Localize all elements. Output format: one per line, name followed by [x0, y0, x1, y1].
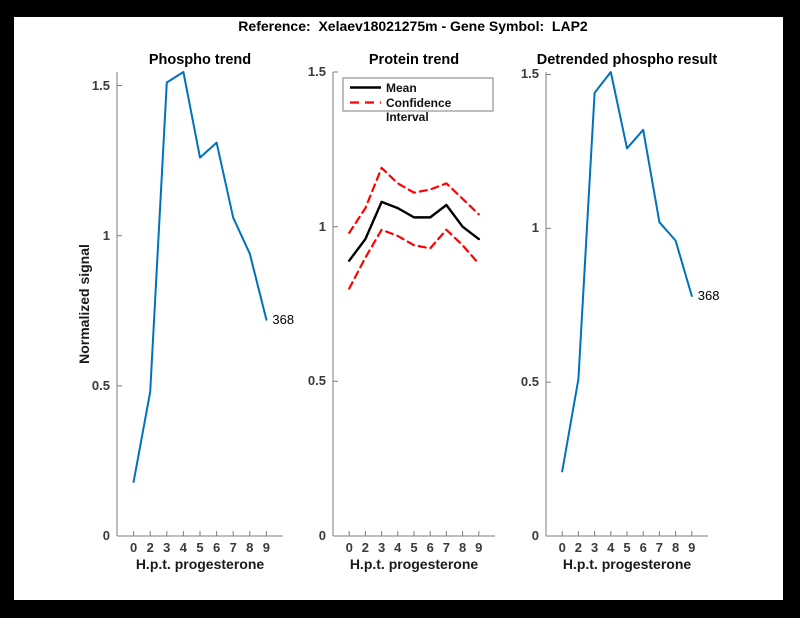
data-end-label: 368 — [272, 311, 295, 327]
x-tick-label: 0 — [345, 540, 353, 555]
y-tick-label: 0.5 — [91, 377, 110, 393]
x-tick-label: 4 — [394, 540, 402, 555]
x-tick-label: 5 — [196, 540, 204, 555]
y-tick-label: 1.5 — [307, 64, 326, 79]
x-tick-label: 2 — [361, 540, 369, 555]
y-tick-label: 0 — [531, 528, 539, 543]
series-line-confidence-interval-lower — [348, 228, 480, 290]
x-tick-label: 0 — [129, 540, 138, 555]
x-tick-label: 4 — [607, 540, 615, 555]
x-axis-label: H.p.t. progesterone — [135, 556, 265, 572]
subplot-title: Phospho trend — [148, 52, 252, 68]
x-tick-label: 2 — [574, 540, 582, 555]
y-tick-label: 0.5 — [520, 374, 539, 390]
y-tick-label: 0.5 — [307, 373, 326, 389]
x-axis-label: H.p.t. progesterone — [562, 556, 692, 572]
x-tick-label: 3 — [377, 540, 386, 555]
series-line-detrended-phospho-signal — [561, 71, 693, 473]
series-line-phospho-signal — [132, 71, 268, 483]
legend-box — [342, 77, 494, 112]
x-tick-label: 6 — [426, 540, 434, 555]
y-axis-label: Normalized signal — [76, 244, 92, 364]
x-tick-label: 5 — [623, 540, 631, 555]
x-tick-label: 8 — [671, 540, 680, 555]
y-tick-label: 1 — [531, 220, 539, 236]
data-end-label: 368 — [697, 288, 720, 303]
subplot-1 — [116, 71, 283, 537]
x-tick-label: 8 — [246, 540, 254, 555]
figure-title: Reference: Xelaev18021275m - Gene Symbol… — [238, 18, 588, 34]
x-tick-label: 0 — [558, 540, 566, 555]
x-tick-label: 4 — [179, 540, 187, 555]
subplot-title: Protein trend — [368, 52, 460, 68]
x-tick-label: 8 — [458, 540, 467, 555]
y-tick-label: 1.5 — [91, 77, 110, 93]
subplot-3 — [545, 71, 708, 537]
x-tick-label: 2 — [146, 540, 154, 555]
x-tick-label: 9 — [688, 540, 696, 555]
x-axis-label: H.p.t. progesterone — [349, 556, 479, 572]
x-tick-label: 7 — [229, 540, 237, 555]
subplot-2 — [332, 71, 495, 537]
y-tick-label: 1.5 — [520, 66, 539, 82]
figure-canvas — [14, 17, 783, 600]
series-line-mean — [348, 200, 480, 262]
x-tick-label: 7 — [442, 540, 450, 555]
x-tick-label: 3 — [163, 540, 171, 555]
x-tick-label: 6 — [639, 540, 647, 555]
series-line-confidence-interval-upper — [348, 166, 480, 234]
x-tick-label: 7 — [655, 540, 663, 555]
legend-entry-label: Mean — [386, 81, 417, 95]
y-tick-label: 0 — [318, 528, 326, 543]
x-tick-label: 5 — [410, 540, 418, 555]
legend-entry-label: Confidence Interval — [386, 96, 452, 124]
y-tick-label: 0 — [102, 528, 110, 543]
x-tick-label: 9 — [475, 540, 483, 555]
x-tick-label: 9 — [262, 540, 270, 555]
x-tick-label: 3 — [590, 540, 599, 555]
y-tick-label: 1 — [318, 218, 326, 234]
x-tick-label: 6 — [212, 540, 221, 555]
y-tick-label: 1 — [102, 227, 110, 243]
subplot-title: Detrended phospho result — [536, 52, 718, 68]
